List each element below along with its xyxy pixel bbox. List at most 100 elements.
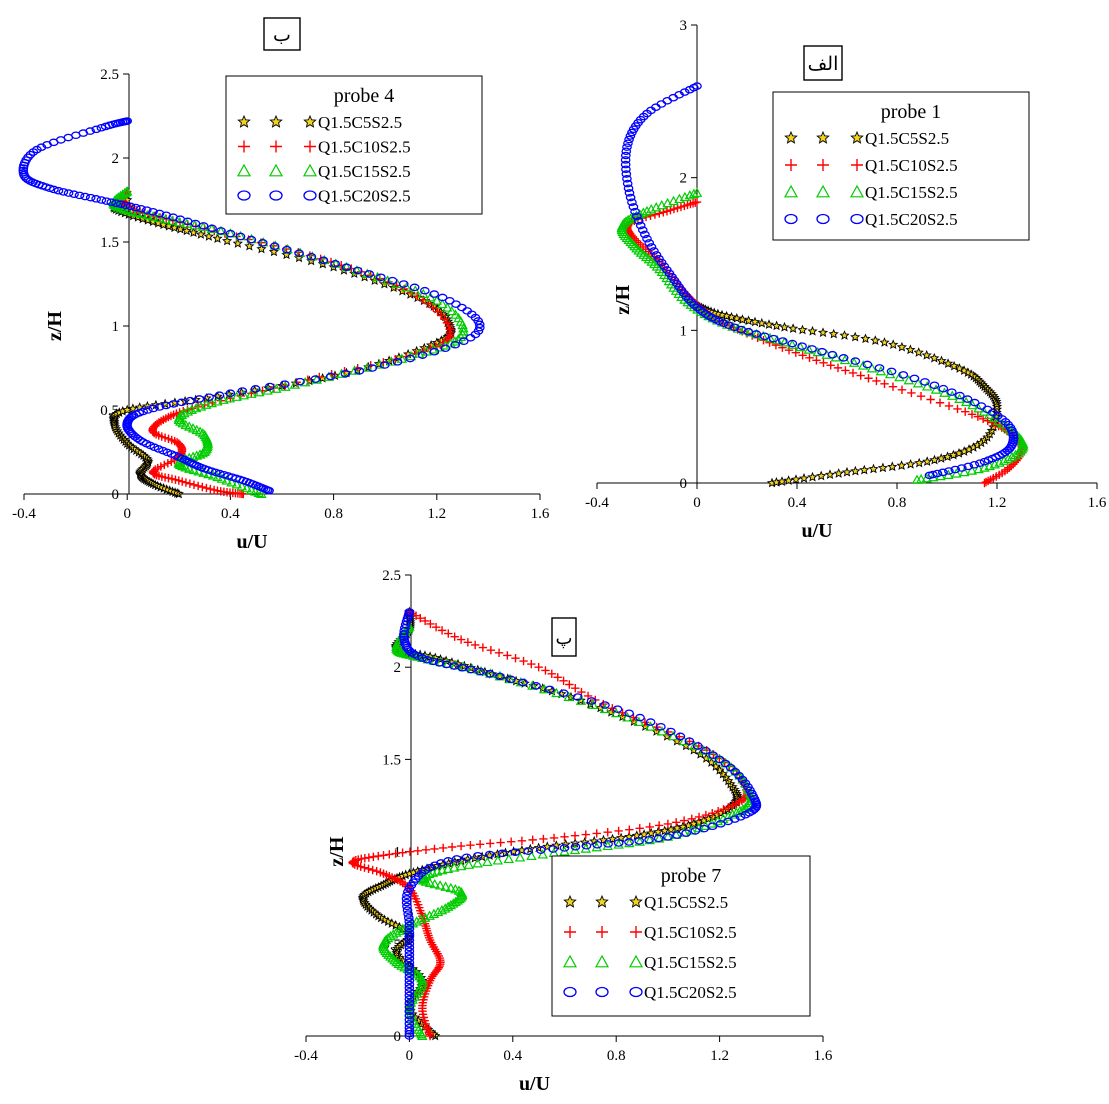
data-point [887,461,898,472]
data-point [428,908,440,918]
data-point [510,848,521,857]
legend-marker [816,213,830,225]
data-point [707,822,718,831]
data-point [848,368,858,378]
data-point [111,193,122,204]
data-point [494,671,506,681]
legend-marker [303,114,317,128]
data-point [224,392,236,403]
data-point [797,324,808,335]
data-point [703,312,714,320]
data-point [138,407,148,416]
legend-marker [784,130,798,144]
data-point [404,1027,415,1035]
data-point [627,128,637,137]
data-point [447,842,457,852]
legend-marker [236,163,252,177]
data-point [184,458,195,466]
data-point [203,231,214,241]
data-point [518,678,528,687]
data-point [570,842,581,851]
data-point [497,849,508,858]
data-point [559,844,570,852]
data-point [235,232,246,241]
data-point [405,847,415,856]
data-point [310,375,321,383]
data-point [779,321,790,332]
data-point [531,682,541,690]
data-point [206,484,215,494]
data-point [311,374,322,384]
series-Q1.5C10S2.5 [623,197,1027,488]
data-point [1008,436,1019,445]
x-axis-title: u/U [801,520,832,542]
data-point [691,187,703,197]
data-point [369,852,378,862]
data-point [880,379,889,388]
data-point [404,947,415,955]
data-point [920,378,930,386]
legend-marker [595,894,609,908]
data-point [535,846,546,854]
y-tick-label: 2 [112,151,120,167]
data-point [622,179,633,188]
data-point [120,201,131,210]
data-point [961,407,970,416]
data-point [416,613,425,623]
data-point [771,320,782,331]
data-point [727,809,738,819]
data-point [336,368,347,378]
data-point [833,468,844,478]
y-tick-label: 2 [680,171,688,187]
data-point [514,852,526,862]
data-point [364,864,373,874]
data-point [404,973,415,981]
data-point [404,987,415,996]
data-point [621,170,632,178]
data-point [929,352,940,363]
data-point [672,831,682,839]
data-point [212,396,223,406]
legend-marker [269,190,283,201]
data-point [404,951,415,959]
data-point [18,164,29,172]
legend-marker [630,926,642,938]
data-point [620,156,631,164]
chart-be: -0.4 0 0.4 0.8 1.2 1.600.511.522.5u/Uz/Hبprob… [12,17,550,553]
data-point [581,841,592,850]
data-point [798,351,807,360]
legend-entry-label: Q1.5C10S2.5 [865,156,958,175]
data-point [428,657,439,666]
data-point [563,691,574,701]
data-point [354,367,365,375]
data-point [620,216,632,226]
data-point [450,340,461,349]
legend-marker [237,114,251,128]
data-point [472,858,483,868]
data-point [117,189,128,199]
y-tick-label: 0 [112,487,120,503]
data-point [620,151,631,160]
data-point [352,266,363,275]
data-point [528,835,537,845]
legend-entry-label: Q1.5C10S2.5 [318,138,411,157]
data-point [154,209,165,218]
data-point [456,635,466,644]
data-point [438,843,448,853]
data-point [537,849,549,859]
data-point [790,474,802,484]
data-point [879,337,890,347]
data-point [413,846,423,855]
legend-marker [816,130,830,144]
data-point [654,254,664,263]
data-point [362,362,373,372]
data-point [643,253,655,264]
data-point [872,376,881,386]
data-point [637,226,648,234]
data-point [181,225,192,236]
data-point [608,704,617,713]
data-point [279,380,290,388]
series-Q1.5C5S2.5 [108,194,457,499]
data-point [692,82,702,90]
data-point [653,834,664,843]
